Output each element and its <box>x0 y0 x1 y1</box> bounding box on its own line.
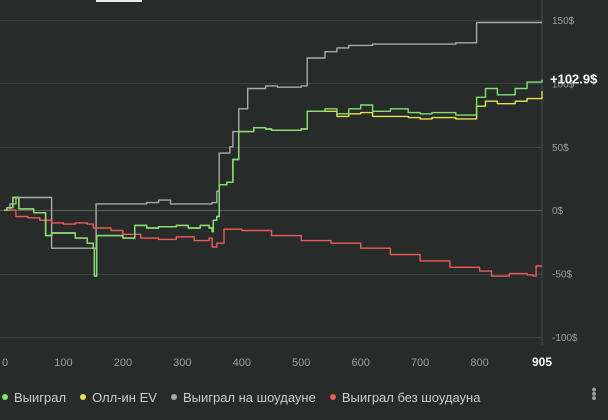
legend-label-won: Выиграл <box>14 389 67 405</box>
series-line-showdown <box>4 21 542 249</box>
y-tick-label: 50$ <box>552 143 569 154</box>
chart-lines <box>4 21 543 277</box>
legend-dot-won <box>2 394 8 400</box>
x-tick-label: 600 <box>352 357 370 369</box>
series-line-won <box>4 79 543 277</box>
x-tick-label: 0 <box>2 357 8 369</box>
y-tick-label: -100$ <box>552 333 578 344</box>
legend-item-non-showdown[interactable]: Выиграл без шоудауна <box>329 389 481 405</box>
x-end-label: 905 <box>532 355 552 369</box>
legend-dot-allin-ev <box>80 394 87 400</box>
y-tick-label: 150$ <box>552 16 575 27</box>
line-chart: 150$ 100$ 50$ 0$ -50$ -100$ 0 100 200 300 400 500 6… <box>0 0 598 369</box>
legend-dot-showdown <box>170 394 177 400</box>
top-indicator <box>96 0 142 2</box>
final-value-label: +102.9$ <box>550 72 598 87</box>
more-options-icon[interactable]: ••• <box>585 387 602 400</box>
y-tick-label: 0$ <box>552 206 564 217</box>
legend-dot-non-showdown <box>329 394 336 400</box>
x-tick-label: 200 <box>114 357 132 369</box>
legend-label-showdown: Выиграл на шоудауне <box>182 389 316 405</box>
x-tick-labels: 0 100 200 300 400 500 600 700 800 <box>2 357 489 369</box>
y-tick-label: -50$ <box>552 270 572 281</box>
legend-item-showdown[interactable]: Выиграл на шоудауне <box>170 389 316 405</box>
y-tick-label: 100$ <box>552 79 575 90</box>
x-tick-label: 500 <box>292 357 310 369</box>
chart-grid <box>0 0 543 345</box>
x-tick-label: 700 <box>411 357 429 369</box>
legend-label-allin-ev: Олл-ин EV <box>92 389 157 405</box>
x-tick-label: 800 <box>470 357 488 369</box>
x-tick-label: 100 <box>54 357 72 369</box>
legend-label-non-showdown: Выиграл без шоудауна <box>341 389 481 405</box>
y-tick-labels: 150$ 100$ 50$ 0$ -50$ -100$ <box>552 16 578 344</box>
legend-item-won[interactable]: Выиграл <box>2 390 66 405</box>
legend: Выиграл Олл-ин EV Выиграл на шоудауне Вы… <box>0 386 608 408</box>
legend-item-allin-ev[interactable]: Олл-ин EV <box>80 390 157 405</box>
series-line-non-showdown <box>4 209 542 277</box>
x-tick-label: 300 <box>173 357 191 369</box>
x-tick-label: 400 <box>233 357 251 369</box>
